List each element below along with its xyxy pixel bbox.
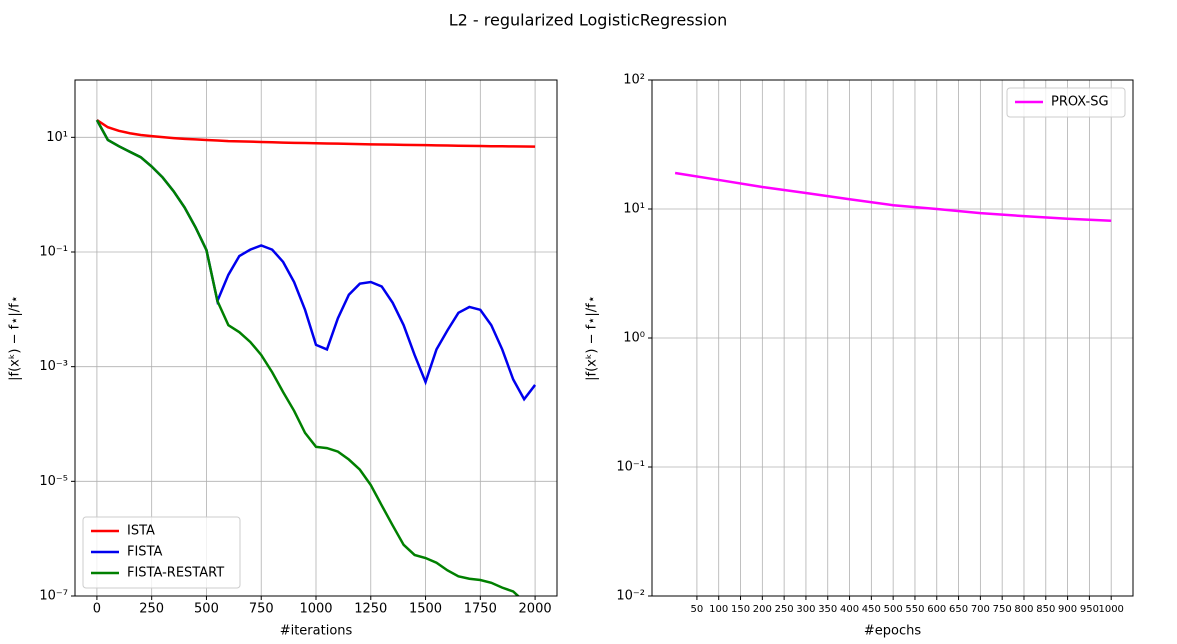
- legend-label: ISTA: [127, 524, 155, 539]
- legend-box: [82, 516, 241, 589]
- series-line: [96, 119, 536, 148]
- y-tick-label: 10⁻¹: [616, 460, 645, 475]
- x-tick-label: 650: [949, 604, 968, 615]
- y-axis-label: |f(xᵏ) − f⋆|/f⋆: [8, 295, 23, 381]
- figure-title: L2 - regularized LogisticRegression: [449, 11, 728, 30]
- x-tick-label: 150: [731, 604, 750, 615]
- plot-frame: [74, 79, 558, 597]
- x-axis-label: #epochs: [864, 624, 921, 639]
- y-tick-label: 10⁻³: [39, 359, 68, 374]
- y-tick-label: 10⁰: [623, 331, 645, 346]
- legend-label: FISTA: [127, 545, 162, 560]
- x-tick-label: 800: [1014, 604, 1033, 615]
- x-tick-label: 300: [796, 604, 815, 615]
- x-tick-label: 900: [1058, 604, 1077, 615]
- x-tick-label: 1750: [464, 602, 497, 617]
- y-tick-label: 10⁻⁷: [39, 589, 68, 604]
- x-tick-label: 950: [1080, 604, 1099, 615]
- x-tick-label: 1000: [1098, 604, 1123, 615]
- x-tick-label: 550: [905, 604, 924, 615]
- series-line: [674, 171, 1112, 223]
- x-tick-label: 450: [862, 604, 881, 615]
- x-tick-label: 600: [927, 604, 946, 615]
- x-tick-label: 50: [691, 604, 704, 615]
- legend-label: FISTA-RESTART: [127, 566, 224, 581]
- plot-frame: [651, 79, 1134, 597]
- y-tick-label: 10⁻²: [616, 589, 645, 604]
- x-tick-label: 2000: [519, 602, 552, 617]
- x-tick-label: 0: [93, 602, 101, 617]
- x-tick-label: 850: [1036, 604, 1055, 615]
- x-tick-label: 1500: [409, 602, 442, 617]
- x-tick-label: 700: [971, 604, 990, 615]
- x-tick-label: 750: [993, 604, 1012, 615]
- x-tick-label: 250: [139, 602, 164, 617]
- x-tick-label: 750: [249, 602, 274, 617]
- x-axis-label: #iterations: [280, 624, 353, 639]
- x-tick-label: 350: [818, 604, 837, 615]
- x-tick-label: 100: [709, 604, 728, 615]
- y-tick-label: 10⁻¹: [39, 245, 68, 260]
- legend-label: PROX-SG: [1051, 95, 1109, 110]
- x-tick-label: 200: [753, 604, 772, 615]
- x-tick-label: 400: [840, 604, 859, 615]
- x-tick-label: 500: [194, 602, 219, 617]
- y-tick-label: 10⁻⁵: [39, 474, 68, 489]
- y-tick-label: 10²: [623, 73, 645, 88]
- series-line: [95, 119, 520, 596]
- subplot: 10⁻² 10⁻¹ 10⁰ 10¹ 10² 50 100 150 200 250 300 350 400…: [585, 73, 1134, 639]
- y-tick-label: 10¹: [46, 130, 68, 145]
- x-tick-label: 250: [775, 604, 794, 615]
- x-tick-label: 1250: [354, 602, 387, 617]
- legend-box: [1006, 87, 1126, 118]
- x-tick-label: 1000: [299, 602, 332, 617]
- subplot: 10⁻⁷ 10⁻⁵ 10⁻³ 10⁻¹ 10¹ 0 250 500 750 1000 1250 150…: [8, 79, 558, 639]
- x-tick-label: 500: [884, 604, 903, 615]
- y-axis-label: |f(xᵏ) − f⋆|/f⋆: [585, 295, 600, 381]
- y-tick-label: 10¹: [623, 202, 645, 217]
